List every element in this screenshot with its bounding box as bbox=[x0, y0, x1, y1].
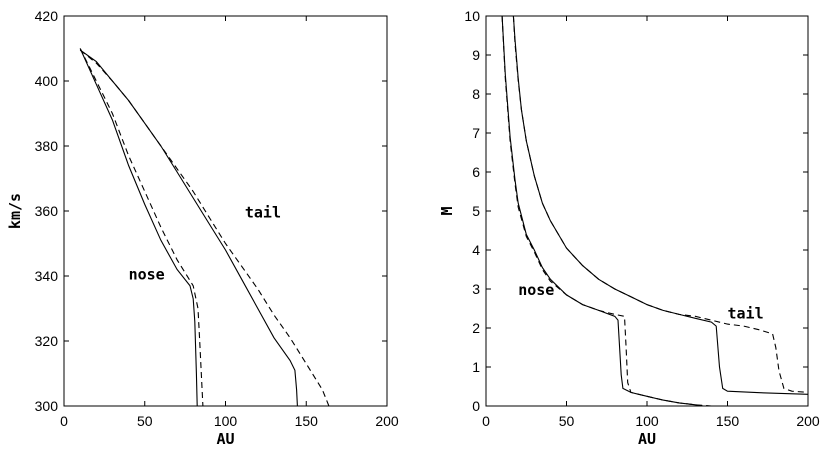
y-tick-label: 3 bbox=[472, 281, 480, 297]
y-tick-label: 360 bbox=[35, 203, 59, 219]
x-tick-label: 200 bbox=[796, 413, 820, 429]
y-axis-label: km/s bbox=[6, 193, 24, 229]
x-axis-label: AU bbox=[216, 430, 234, 448]
x-tick-label: 100 bbox=[635, 413, 659, 429]
y-tick-label: 400 bbox=[35, 73, 59, 89]
y-tick-label: 5 bbox=[472, 203, 480, 219]
x-tick-label: 50 bbox=[559, 413, 575, 429]
y-tick-label: 7 bbox=[472, 125, 480, 141]
annotation-tail: tail bbox=[245, 204, 281, 222]
plot-frame bbox=[63, 15, 388, 407]
y-tick-label: 0 bbox=[472, 398, 480, 414]
x-tick-label: 200 bbox=[375, 413, 399, 429]
y-tick-label: 9 bbox=[472, 47, 480, 63]
y-tick-label: 380 bbox=[35, 138, 59, 154]
x-axis-label: AU bbox=[638, 430, 656, 448]
y-tick-label: 420 bbox=[35, 8, 59, 24]
series-line-3-dashed bbox=[512, 15, 809, 393]
series-line-0-solid bbox=[79, 48, 198, 407]
series-line-1-dashed bbox=[501, 15, 712, 407]
x-tick-label: 0 bbox=[60, 413, 68, 429]
y-tick-label: 1 bbox=[472, 359, 480, 375]
series-line-2-solid bbox=[79, 49, 298, 407]
y-tick-label: 320 bbox=[35, 333, 59, 349]
y-axis-label: M bbox=[438, 206, 456, 215]
plot-frame bbox=[485, 15, 809, 407]
series-line-1-dashed bbox=[79, 48, 204, 407]
annotation-nose: nose bbox=[129, 265, 165, 283]
y-tick-label: 10 bbox=[464, 8, 480, 24]
y-tick-label: 300 bbox=[35, 398, 59, 414]
series-line-2-solid bbox=[512, 15, 809, 395]
y-tick-label: 340 bbox=[35, 268, 59, 284]
annotation-tail: tail bbox=[728, 304, 764, 322]
x-tick-label: 0 bbox=[482, 413, 490, 429]
x-tick-label: 150 bbox=[716, 413, 740, 429]
velocity-panel: 0 50 100 150 200 300 320 340 360 380 400 420 AU km/s t… bbox=[6, 8, 399, 448]
y-tick-label: 8 bbox=[472, 86, 480, 102]
y-tick-label: 2 bbox=[472, 320, 480, 336]
x-tick-label: 50 bbox=[137, 413, 153, 429]
x-tick-label: 100 bbox=[214, 413, 238, 429]
series-line-3-dashed bbox=[79, 49, 330, 407]
y-tick-label: 4 bbox=[472, 242, 480, 258]
x-tick-label: 150 bbox=[295, 413, 319, 429]
series-line-0-solid bbox=[501, 15, 704, 407]
y-tick-label: 6 bbox=[472, 164, 480, 180]
annotation-nose: nose bbox=[518, 281, 554, 299]
